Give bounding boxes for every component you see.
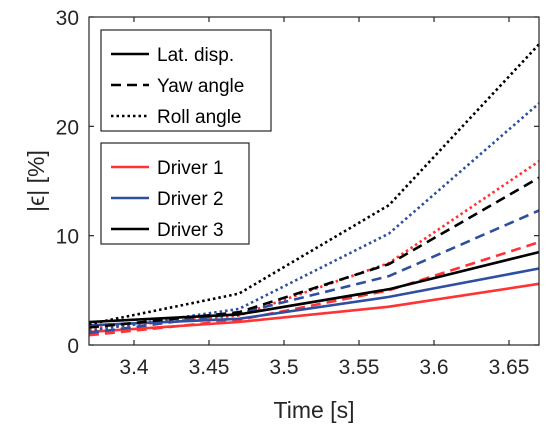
- y-tick-label: 0: [67, 335, 79, 358]
- series-line-driver-2-roll-angle: [88, 102, 540, 333]
- y-axis-label: |ϵ| [%]: [23, 150, 49, 212]
- legend-style-label: Yaw angle: [157, 76, 244, 97]
- legend-driver-label: Driver 2: [157, 189, 224, 210]
- plot-area-frame: [88, 16, 540, 346]
- legend-style-label: Lat. disp.: [157, 45, 234, 66]
- y-tick-label: 10: [56, 226, 79, 249]
- series-line-driver-3-yaw-angle: [88, 176, 540, 329]
- x-tick-label: 3.65: [489, 356, 530, 379]
- x-tick-label: 3.4: [119, 356, 149, 379]
- y-tick-label: 20: [56, 116, 79, 139]
- legend-style-label: Roll angle: [157, 107, 242, 128]
- series-line-driver-2-yaw-angle: [88, 209, 540, 335]
- series-line-driver-2-lat-disp: [88, 267, 540, 327]
- x-tick-label: 3.6: [419, 356, 448, 379]
- y-tick-label: 30: [56, 7, 79, 30]
- series-line-driver-1-lat-disp: [88, 282, 540, 334]
- series-line-driver-1-yaw-angle: [88, 240, 540, 337]
- x-tick-label: 3.55: [339, 356, 380, 379]
- legend-driver-box: [100, 142, 250, 245]
- legend-layer: Lat. disp. Yaw angle Roll angle Driver 1 Dri…: [100, 29, 272, 245]
- x-tick-label: 3.5: [269, 356, 298, 379]
- legend-driver-label: Driver 1: [157, 158, 224, 179]
- legend-driver-label: Driver 3: [157, 220, 224, 241]
- x-tick-label: 3.45: [189, 356, 230, 379]
- legend-style-box: [100, 29, 272, 132]
- series-layer: [88, 43, 540, 337]
- series-line-driver-3-lat-disp: [88, 250, 540, 324]
- tick-layer: 3.4 3.45 3.5 3.55 3.6 3.65 0 10 20 30: [56, 7, 539, 379]
- x-axis-label: Time [s]: [274, 397, 355, 423]
